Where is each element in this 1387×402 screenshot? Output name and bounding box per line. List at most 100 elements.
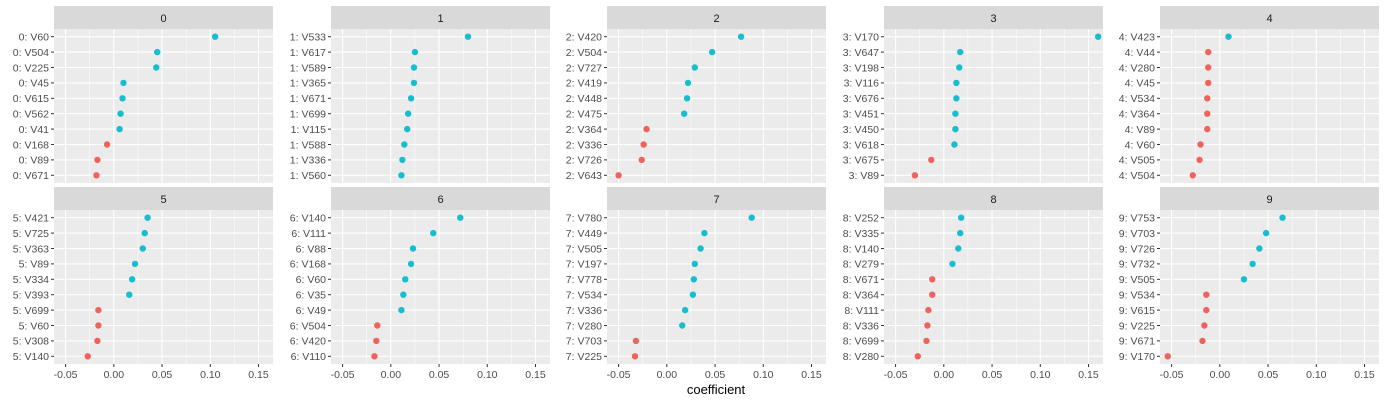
x-tick-label: -0.05 (54, 369, 78, 381)
facet-strip-label: 9 (1266, 194, 1272, 206)
panel-background (54, 210, 273, 364)
y-tick-label: 8: V335 (843, 228, 879, 240)
y-tick-label: 9: V505 (1119, 274, 1155, 286)
y-tick-label: 4: V280 (1119, 62, 1155, 74)
y-tick-label: 1: V336 (290, 155, 326, 167)
x-tick-label: 0.15 (1078, 369, 1099, 381)
data-point (1189, 172, 1197, 179)
y-tick-label: 8: V364 (843, 290, 879, 302)
data-point (952, 110, 959, 117)
facet-strip-label: 1 (437, 13, 443, 25)
data-point (911, 172, 919, 179)
y-tick-label: 9: V534 (1119, 290, 1155, 302)
data-point (929, 276, 936, 283)
data-point (399, 156, 406, 164)
data-point (398, 172, 405, 179)
y-tick-label: 2: V419 (566, 78, 602, 90)
data-point (1164, 353, 1171, 360)
y-tick-label: 3: V89 (849, 170, 880, 182)
x-tick-label: -0.05 (331, 369, 355, 381)
y-tick-label: 6: V168 (290, 259, 326, 271)
y-tick-label: 4: V60 (1125, 139, 1156, 151)
x-tick-label: 0.00 (934, 369, 955, 381)
y-tick-label: 1: V589 (290, 62, 326, 74)
data-point (1204, 95, 1211, 102)
data-point (464, 33, 472, 40)
data-point (1197, 141, 1204, 148)
y-tick-label: 6: V420 (290, 336, 326, 348)
data-point (914, 353, 921, 360)
y-tick-label: 0: V41 (19, 124, 50, 136)
y-tick-label: 4: V44 (1125, 47, 1156, 59)
y-tick-label: 0: V60 (19, 32, 50, 44)
y-tick-label: 7: V197 (566, 259, 602, 271)
y-tick-label: 8: V279 (843, 259, 879, 271)
data-point (401, 141, 408, 148)
data-point (615, 172, 622, 179)
data-point (679, 322, 686, 329)
data-point (690, 276, 698, 283)
x-tick-label: 0.15 (1354, 369, 1375, 381)
data-point (103, 141, 111, 148)
x-tick-label: 0.05 (152, 369, 173, 381)
facet-panel-6: 6 6: V140 6: V111 6: V88 6: V168 6: V60 6: V35… (290, 187, 550, 381)
data-point (684, 79, 692, 87)
data-point (748, 214, 755, 221)
data-point (929, 291, 936, 298)
x-tick-label: -0.05 (1160, 369, 1184, 381)
x-tick-label: 0.10 (1306, 369, 1327, 381)
y-tick-label: 5: V699 (13, 305, 49, 317)
facet-strip (331, 187, 550, 210)
data-point (955, 245, 962, 252)
y-tick-label: 3: V647 (843, 47, 879, 59)
y-tick-label: 6: V110 (291, 351, 327, 363)
panel-background (1160, 210, 1379, 364)
data-point (1203, 306, 1210, 314)
x-tick-label: -0.05 (884, 369, 908, 381)
x-tick-label: 0.05 (429, 369, 450, 381)
y-tick-label: 5: V140 (13, 351, 49, 363)
data-point (1225, 33, 1232, 40)
y-tick-label: 3: V618 (843, 139, 879, 151)
data-point (407, 95, 415, 102)
data-point (116, 125, 123, 133)
y-tick-label: 2: V504 (566, 47, 602, 59)
y-tick-label: 2: V643 (566, 170, 602, 182)
data-point (120, 79, 127, 87)
data-point (1240, 276, 1248, 283)
data-point (683, 95, 691, 102)
y-tick-label: 5: V308 (13, 336, 49, 348)
data-point (737, 33, 745, 40)
facet-strip-label: 0 (160, 13, 166, 25)
facet-panel-2: 2 2: V420 2: V504 2: V727 2: V419 2: V448 2: V… (566, 6, 826, 183)
data-point (1205, 48, 1212, 56)
y-tick-label: 3: V451 (843, 109, 879, 121)
facet-panel-9: 9 9: V753 9: V703 9: V726 9: V732 9: V505 9: V… (1119, 187, 1379, 381)
data-point (398, 306, 405, 314)
data-point (409, 245, 417, 252)
data-point (928, 156, 935, 164)
y-tick-label: 7: V780 (566, 213, 602, 225)
data-point (1203, 291, 1210, 298)
data-point (141, 229, 148, 237)
data-point (640, 141, 647, 148)
facet-strip-label: 6 (437, 194, 443, 206)
data-point (95, 322, 102, 329)
panel-background (607, 210, 826, 364)
x-tick-label: 0.10 (753, 369, 774, 381)
facet-strip (1160, 187, 1379, 210)
y-tick-label: 2: V727 (566, 62, 602, 74)
data-point (1204, 110, 1211, 117)
data-point (371, 353, 378, 360)
facet-strip-label: 7 (713, 194, 719, 206)
y-tick-label: 4: V89 (1125, 124, 1156, 136)
x-tick-label: 0.10 (477, 369, 498, 381)
data-point (691, 64, 698, 71)
y-tick-label: 9: V615 (1119, 305, 1155, 317)
data-point (400, 291, 407, 298)
data-point (117, 110, 124, 117)
y-tick-label: 6: V35 (296, 290, 327, 302)
y-tick-label: 4: V364 (1119, 109, 1155, 121)
data-point (691, 260, 698, 268)
